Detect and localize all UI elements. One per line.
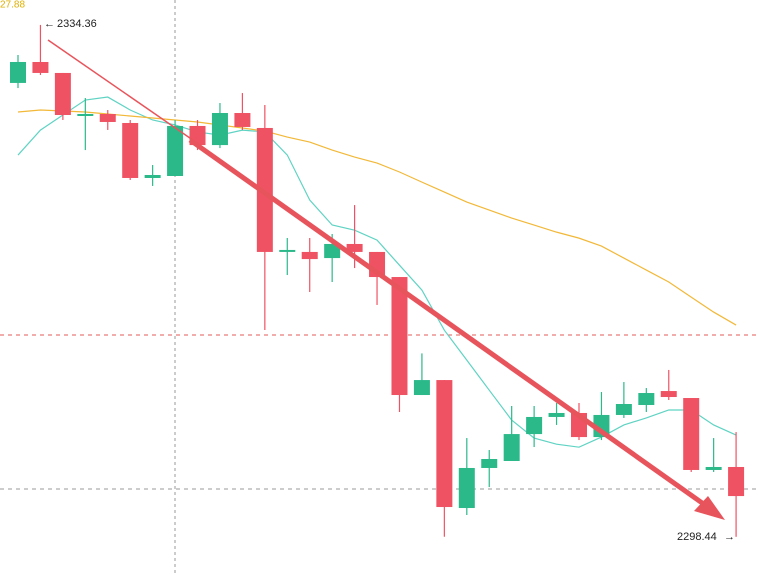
body [279, 249, 296, 252]
body [481, 459, 498, 468]
high-annotation: 2334.36 [57, 18, 97, 30]
body [728, 466, 745, 497]
trend-arrow [47, 39, 725, 520]
body [234, 113, 251, 127]
body [346, 243, 363, 252]
body [256, 127, 273, 252]
ma-lines [17, 96, 737, 448]
arrow-head [694, 496, 725, 520]
body [167, 125, 184, 176]
body [54, 72, 71, 115]
body [548, 412, 565, 417]
body [211, 113, 228, 146]
arrow-thin [47, 39, 201, 146]
body [10, 61, 26, 83]
body [705, 466, 722, 470]
body [660, 391, 677, 398]
arrow-glyph: ← [44, 18, 55, 30]
body [324, 243, 341, 259]
arrow-glyph: → [724, 531, 735, 543]
body [122, 122, 139, 178]
body [391, 277, 408, 396]
body [413, 380, 430, 396]
body [99, 114, 116, 122]
body [301, 251, 318, 260]
body [77, 114, 94, 116]
candles [10, 24, 745, 537]
arrow-shaft [188, 137, 707, 508]
corner-label: 27.88 [0, 0, 25, 11]
body [638, 393, 655, 405]
body [144, 174, 161, 178]
body [503, 434, 520, 461]
body [615, 403, 632, 415]
low-annotation: 2298.44 [677, 531, 717, 543]
body [32, 61, 49, 73]
body [458, 467, 475, 509]
body [436, 380, 453, 508]
ma-line [17, 96, 737, 448]
body [683, 398, 700, 470]
body [526, 416, 543, 435]
ma-line [17, 109, 737, 326]
